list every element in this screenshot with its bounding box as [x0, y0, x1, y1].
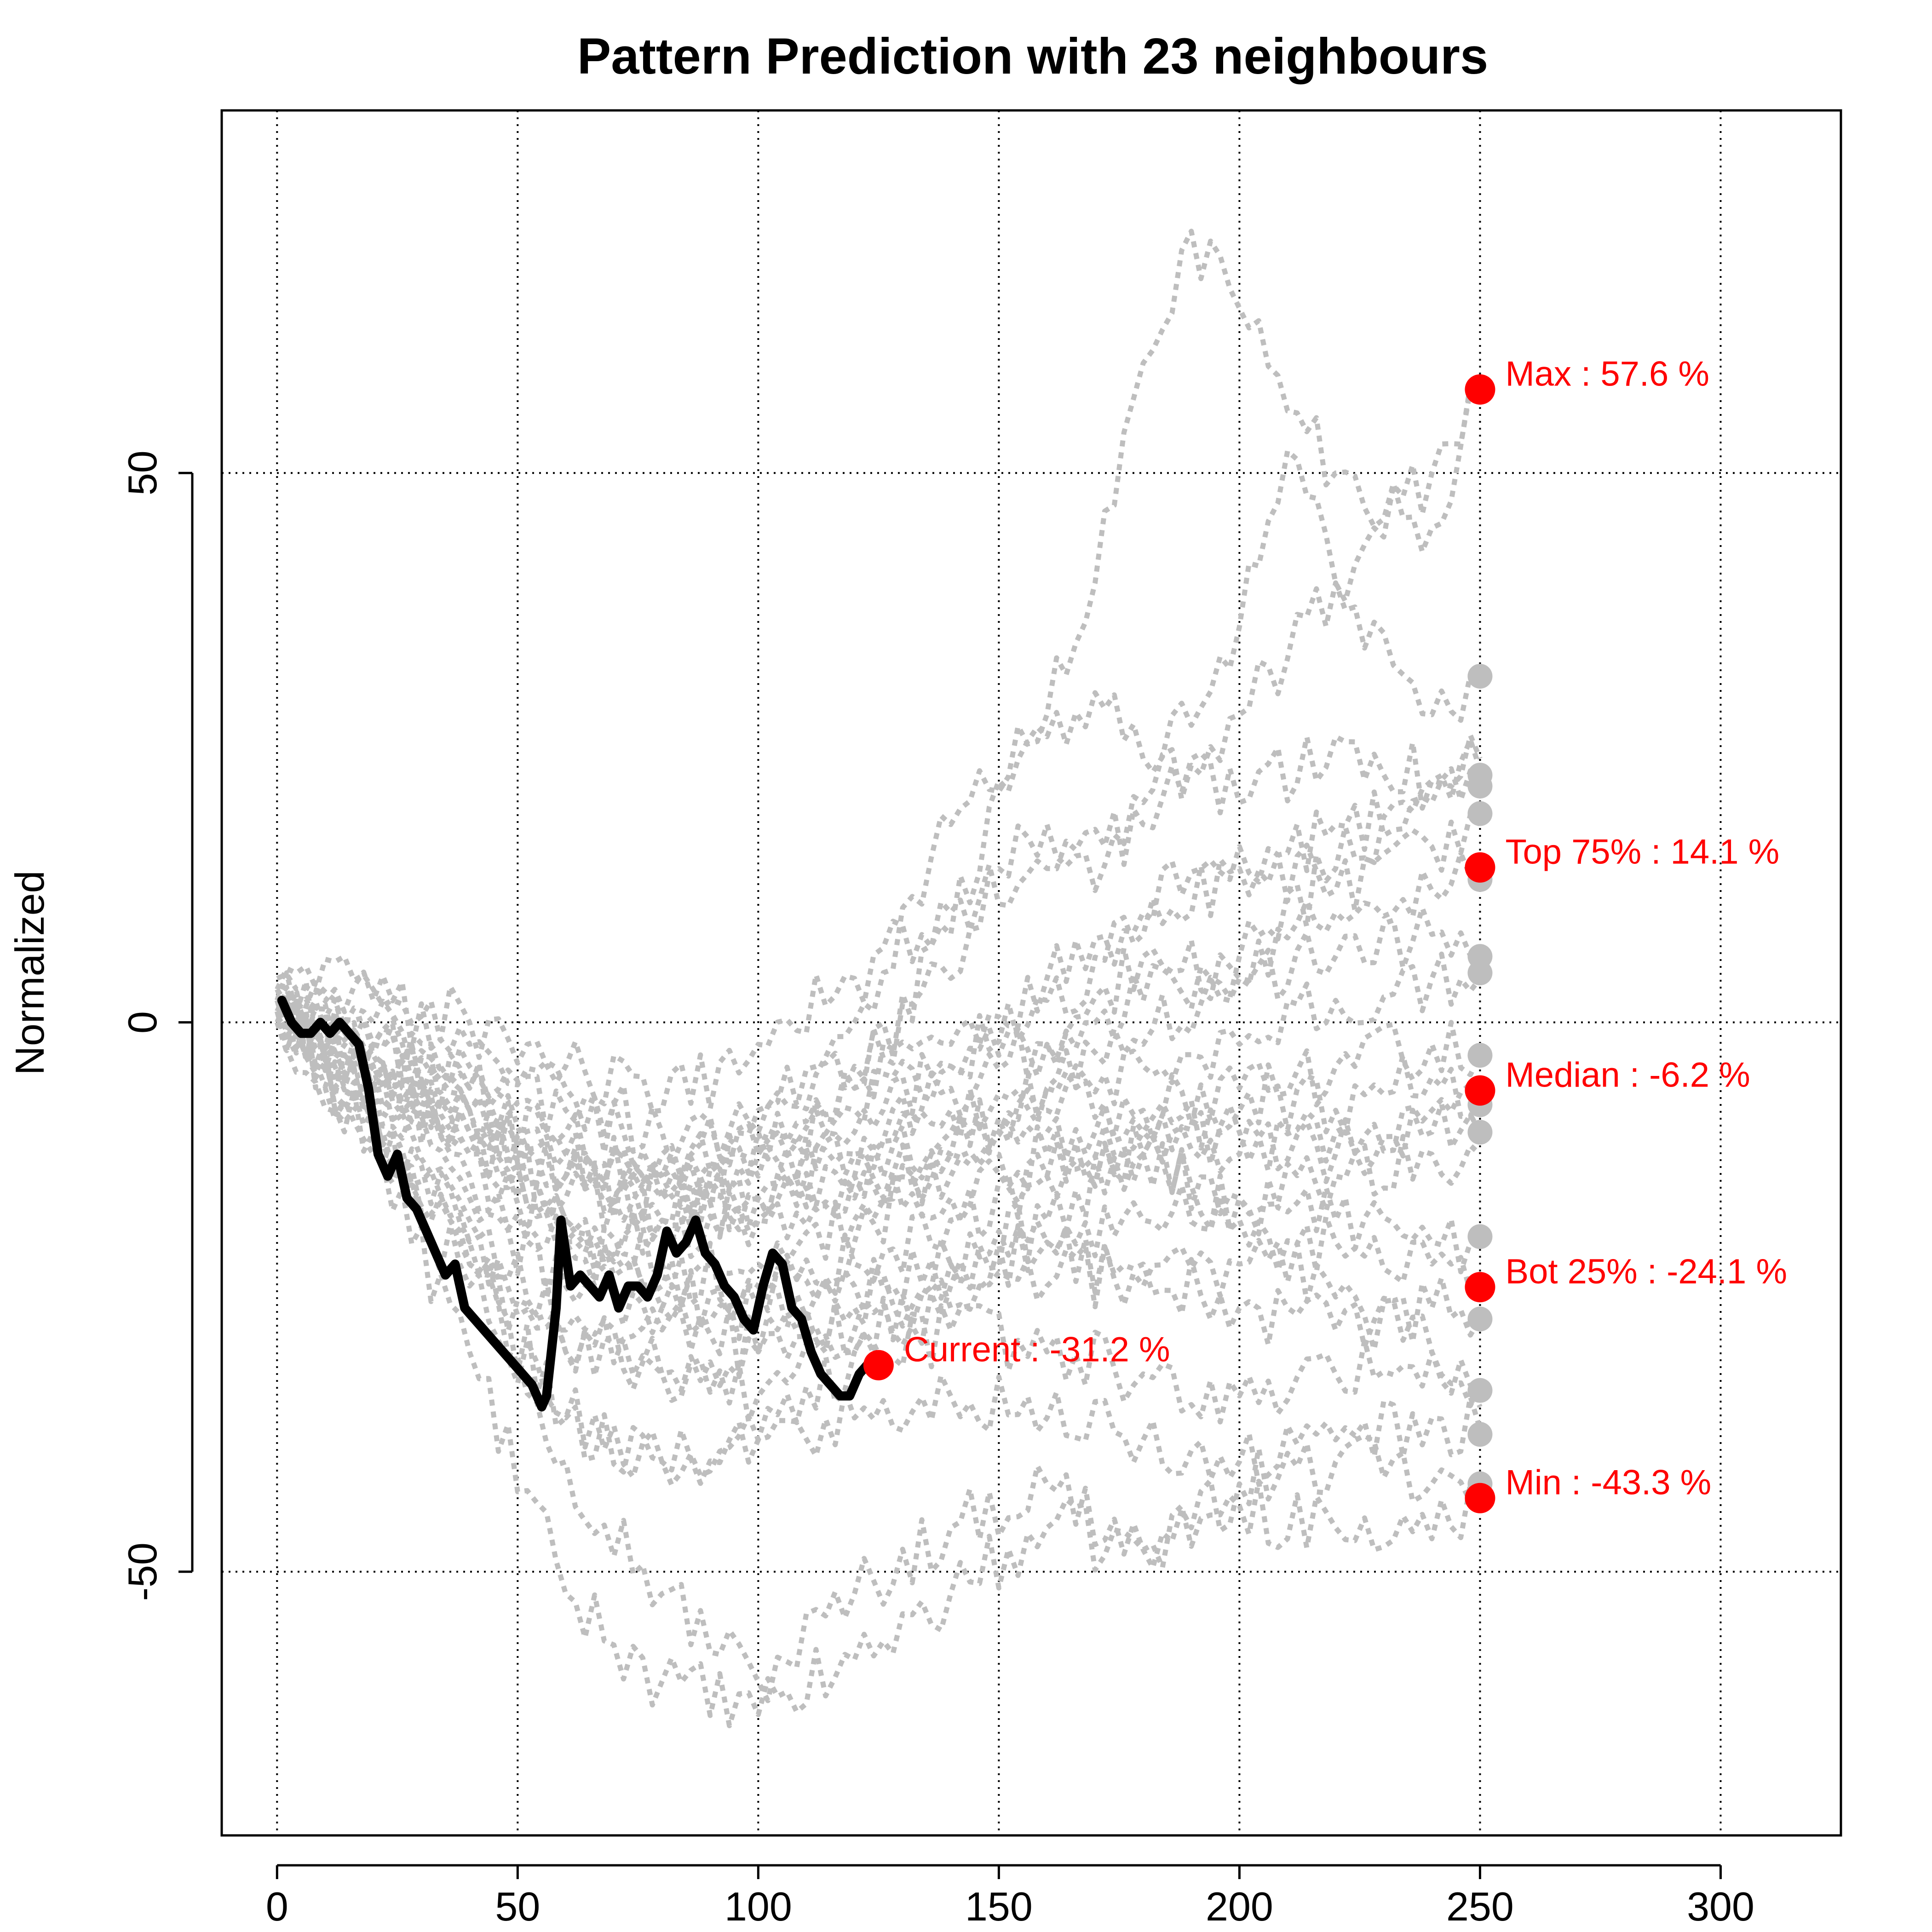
neighbour-endpoint-14 [1467, 1422, 1493, 1447]
neighbour-line-n23 [275, 999, 1483, 1486]
neighbour-line-n6 [276, 580, 1481, 1184]
y-tick-label-0: 0 [120, 1011, 165, 1034]
x-tick-label-150: 150 [965, 1884, 1033, 1929]
plot-frame [220, 109, 1842, 1837]
marker-label-2: Max : 57.6 % [1505, 355, 1709, 394]
marker-label-3: Top 75% : 14.1 % [1505, 833, 1779, 872]
x-tick-label-100: 100 [724, 1884, 792, 1929]
neighbour-line-n1 [275, 1021, 1482, 1703]
neighbour-line-n14 [275, 998, 1483, 1263]
neighbour-line-n16 [274, 998, 1483, 1308]
neighbour-series-group [274, 229, 1483, 1728]
neighbour-line-n2 [275, 998, 1482, 1728]
neighbour-line-n18 [275, 1000, 1482, 1335]
neighbour-endpoint-11 [1467, 1224, 1493, 1249]
neighbour-line-n5 [276, 387, 1480, 1205]
marker-point-2 [1465, 374, 1495, 405]
marker-label-1: Current : -31.2 % [904, 1330, 1170, 1369]
neighbour-endpoint-8 [1467, 1043, 1493, 1068]
marker-group: Current : -31.2 % Max : 57.6 % Top 75% : 1… [863, 355, 1787, 1513]
marker-label-5: Bot 25% : -24.1 % [1505, 1252, 1787, 1291]
marker-point-1 [863, 1350, 894, 1380]
neighbour-line-n15 [275, 970, 1483, 1241]
x-tick-label-250: 250 [1446, 1884, 1514, 1929]
neighbour-line-n20 [275, 1019, 1481, 1368]
neighbour-line-n7 [276, 733, 1483, 1114]
x-tick-label-300: 300 [1687, 1884, 1754, 1929]
x-axis: 0 50 100 150 200 250 300 [266, 1864, 1754, 1929]
neighbour-line-n13 [275, 951, 1482, 1229]
neighbour-line-n17 [275, 1001, 1483, 1248]
chart-title: Pattern Prediction with 23 neighbours [577, 28, 1488, 85]
neighbour-endpoint-13 [1467, 1378, 1493, 1403]
y-axis-label: Normalized [7, 870, 52, 1075]
x-tick-label-200: 200 [1206, 1884, 1273, 1929]
neighbour-endpoint-12 [1467, 1306, 1493, 1332]
neighbour-line-n12 [275, 905, 1480, 1169]
neighbour-endpoint-4 [1467, 801, 1493, 826]
y-axis: -50 0 50 [120, 450, 194, 1601]
x-tick-label-0: 0 [266, 1884, 288, 1929]
neighbour-endpoint-1 [1467, 664, 1493, 689]
y-tick-label--50: -50 [120, 1542, 165, 1601]
marker-label-4: Median : -6.2 % [1505, 1056, 1750, 1095]
current-series-line [277, 995, 874, 1412]
marker-label-6: Min : -43.3 % [1505, 1463, 1711, 1502]
marker-point-3 [1465, 852, 1495, 883]
neighbour-endpoint-10 [1467, 1120, 1493, 1145]
neighbour-endpoint-7 [1467, 960, 1493, 985]
y-tick-label-50: 50 [120, 450, 165, 495]
marker-point-4 [1465, 1075, 1495, 1106]
neighbour-line-n11 [275, 851, 1481, 1223]
neighbour-endpoint-3 [1467, 773, 1493, 799]
neighbour-line-n21 [275, 988, 1483, 1378]
marker-point-5 [1465, 1272, 1495, 1303]
marker-point-6 [1465, 1483, 1495, 1513]
current-series-group [277, 995, 874, 1412]
neighbour-line-n10 [275, 812, 1482, 1183]
neighbour-line-n22 [275, 1010, 1483, 1425]
x-tick-label-50: 50 [495, 1884, 540, 1929]
